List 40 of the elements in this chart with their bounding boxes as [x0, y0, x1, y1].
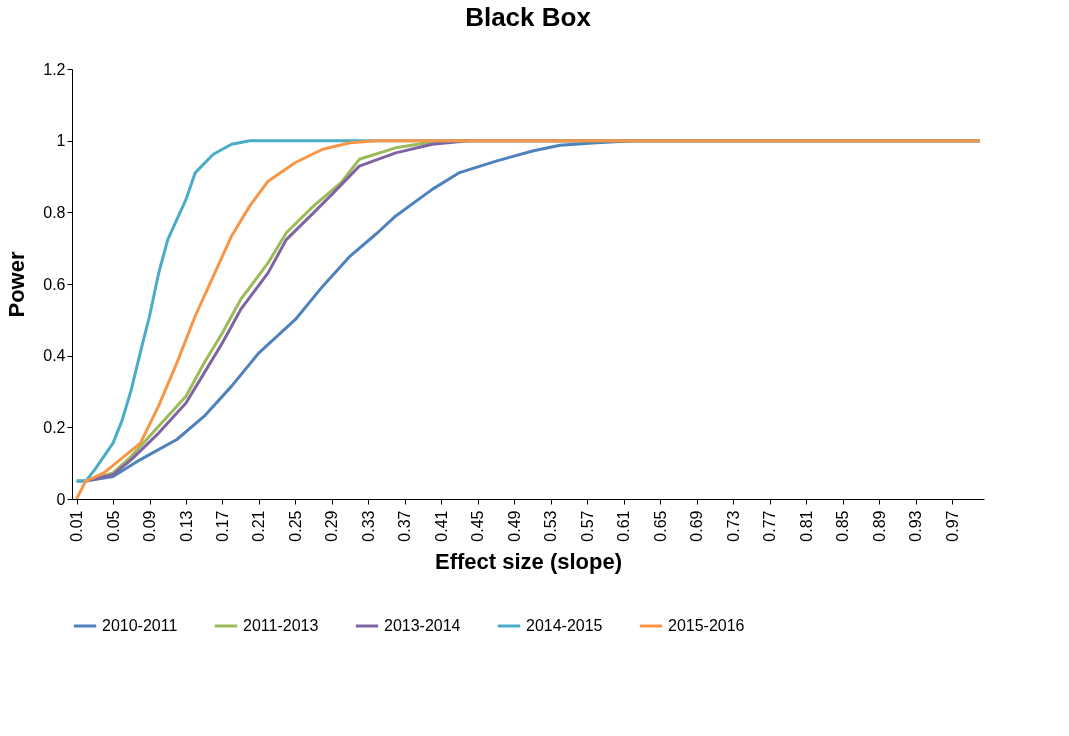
y-tick-label: 1 — [56, 132, 66, 150]
x-tick-label: 0.89 — [870, 510, 888, 542]
x-tick-label: 0.77 — [761, 510, 779, 542]
x-tick-label: 0.49 — [505, 510, 523, 542]
y-tick-label: 1.2 — [43, 60, 66, 78]
x-tick-label: 0.29 — [323, 510, 341, 542]
x-axis-title: Effect size (slope) — [434, 548, 623, 574]
x-tick-label: 0.93 — [907, 510, 925, 542]
x-tick-label: 0.73 — [724, 510, 742, 542]
x-tick-label: 0.61 — [615, 510, 633, 542]
x-tick-label: 0.01 — [68, 510, 86, 542]
y-axis-title: Power — [4, 251, 30, 318]
x-tick-label: 0.13 — [177, 510, 195, 542]
x-tick-label: 0.33 — [359, 510, 377, 542]
legend-label: 2010-2011 — [102, 617, 178, 634]
x-tick-label: 0.05 — [104, 510, 122, 542]
y-tick-label: 0.6 — [43, 275, 66, 293]
legend-label: 2013-2014 — [384, 617, 461, 634]
y-tick-label: 0.4 — [43, 347, 66, 365]
x-tick-label: 0.53 — [542, 510, 560, 542]
x-tick-label: 0.21 — [250, 510, 268, 542]
x-tick-label: 0.17 — [213, 510, 231, 542]
legend-label: 2014-2015 — [526, 617, 603, 634]
x-tick-label: 0.65 — [651, 510, 669, 542]
x-tick-label: 0.25 — [286, 510, 304, 542]
y-tick-label: 0.2 — [43, 418, 66, 436]
x-tick-label: 0.37 — [396, 510, 414, 542]
x-tick-label: 0.45 — [469, 510, 487, 542]
x-tick-label: 0.85 — [834, 510, 852, 542]
y-tick-label: 0.8 — [43, 203, 66, 221]
legend-label: 2011-2013 — [243, 617, 319, 634]
legend-label: 2015-2016 — [668, 617, 745, 634]
x-tick-label: 0.41 — [432, 510, 450, 542]
x-tick-label: 0.97 — [943, 510, 961, 542]
x-tick-label: 0.69 — [688, 510, 706, 542]
y-tick-label: 0 — [56, 490, 66, 508]
x-tick-label: 0.57 — [578, 510, 596, 542]
x-tick-label: 0.09 — [141, 510, 159, 542]
x-tick-label: 0.81 — [797, 510, 815, 542]
chart-title: Black Box — [465, 2, 592, 32]
